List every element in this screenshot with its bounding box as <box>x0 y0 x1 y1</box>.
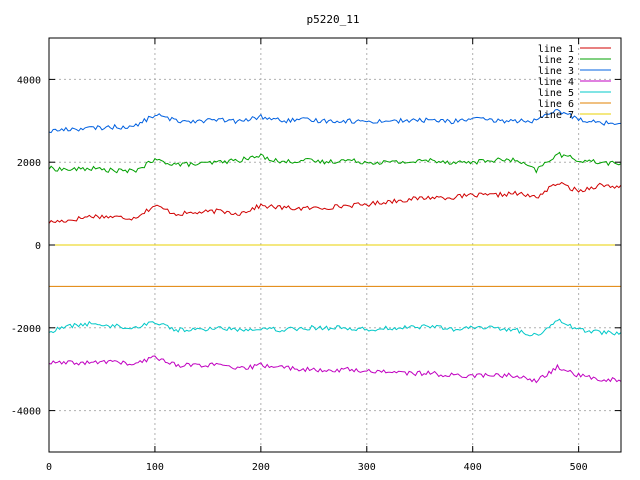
x-tick-label: 400 <box>464 462 482 473</box>
series-line-1 <box>48 181 622 224</box>
x-tick-label: 200 <box>252 462 270 473</box>
series-line-3 <box>48 108 622 134</box>
series-line-2 <box>48 151 622 174</box>
legend-label: line 4 <box>538 77 574 88</box>
legend-label: line 6 <box>538 99 574 110</box>
x-tick-label: 500 <box>570 462 588 473</box>
x-tick-label: 100 <box>146 462 164 473</box>
x-tick-label: 0 <box>46 462 52 473</box>
y-tick-label: 0 <box>35 241 41 252</box>
legend-label: line 2 <box>538 55 574 66</box>
legend-label: line 7 <box>538 110 574 121</box>
x-tick-label: 300 <box>358 462 376 473</box>
y-tick-label: 2000 <box>17 158 41 169</box>
series-line-5 <box>48 318 622 337</box>
legend-label: line 1 <box>538 44 574 55</box>
legend-label: line 3 <box>538 66 574 77</box>
y-tick-label: -2000 <box>11 324 41 335</box>
axis-ticks: 0 100 200 300 400 500 -4000 -2000 0 2000 4000 <box>11 38 621 473</box>
y-tick-label: -4000 <box>11 407 41 418</box>
chart-title: p5220_11 <box>307 13 360 26</box>
y-tick-label: 4000 <box>17 75 41 86</box>
series-group <box>48 108 622 384</box>
legend-label: line 5 <box>538 88 574 99</box>
series-line-4 <box>48 355 622 384</box>
